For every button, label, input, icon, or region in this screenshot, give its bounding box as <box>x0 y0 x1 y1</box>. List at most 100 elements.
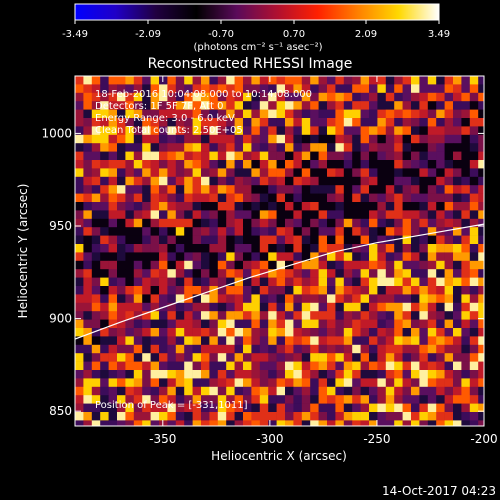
heatmap-cell <box>276 412 286 421</box>
heatmap-cell <box>201 336 210 346</box>
heatmap-cell <box>83 76 93 85</box>
heatmap-cell <box>318 151 328 161</box>
heatmap-cell <box>285 353 294 362</box>
heatmap-cell <box>276 101 286 110</box>
heatmap-cell <box>159 143 168 152</box>
heatmap-cell <box>427 294 437 304</box>
heatmap-cell <box>108 302 118 312</box>
heatmap-cell <box>293 210 303 220</box>
heatmap-cell <box>385 126 395 136</box>
heatmap-cell <box>268 151 277 161</box>
heatmap-cell <box>385 227 395 236</box>
heatmap-cell <box>427 395 437 404</box>
heatmap-cell <box>175 344 185 354</box>
heatmap-cell <box>411 361 420 371</box>
heatmap-cell <box>184 143 193 152</box>
heatmap-cell <box>310 244 319 253</box>
heatmap-cell <box>343 286 353 295</box>
heatmap-cell <box>318 302 328 312</box>
heatmap-cell <box>91 76 101 85</box>
annotation-time-range: 18-Feb-2016 10:04:08.000 to 10:14:08.000 <box>95 89 312 100</box>
heatmap-cell <box>461 311 471 320</box>
heatmap-cell <box>142 319 151 329</box>
heatmap-cell <box>301 269 311 278</box>
heatmap-cell <box>478 151 484 161</box>
heatmap-cell <box>385 185 395 194</box>
heatmap-cell <box>150 176 160 186</box>
heatmap-cell <box>377 76 387 85</box>
heatmap-cell <box>369 160 378 169</box>
heatmap-cell <box>142 109 151 119</box>
heatmap-cell <box>175 277 185 287</box>
heatmap-cell <box>268 395 277 404</box>
heatmap-cell <box>394 109 403 119</box>
heatmap-cell <box>159 193 168 203</box>
heatmap-cell <box>217 202 227 211</box>
heatmap-cell <box>453 126 462 136</box>
heatmap-cell <box>201 311 210 320</box>
heatmap-cell <box>411 118 420 127</box>
heatmap-cell <box>234 176 244 186</box>
heatmap-cell <box>394 92 403 102</box>
heatmap-cell <box>251 344 261 354</box>
heatmap-cell <box>411 151 420 161</box>
heatmap-cell <box>117 76 126 85</box>
heatmap-cell <box>343 227 353 236</box>
heatmap-cell <box>217 252 227 262</box>
heatmap-cell <box>411 252 420 262</box>
heatmap-cell <box>411 126 420 136</box>
heatmap-cell <box>369 84 378 94</box>
heatmap-cell <box>360 210 370 220</box>
heatmap-cell <box>91 378 101 388</box>
heatmap-cell <box>293 118 303 127</box>
heatmap-cell <box>217 143 227 152</box>
heatmap-cell <box>301 160 311 169</box>
heatmap-cell <box>293 227 303 236</box>
heatmap-cell <box>427 76 437 85</box>
heatmap-cell <box>385 420 395 426</box>
heatmap-cell <box>301 168 311 178</box>
heatmap-cell <box>192 227 202 236</box>
heatmap-cell <box>268 134 277 144</box>
heatmap-cell <box>226 328 235 337</box>
heatmap-cell <box>343 143 353 152</box>
heatmap-cell <box>243 403 252 413</box>
heatmap-cell <box>285 151 294 161</box>
heatmap-cell <box>394 193 403 203</box>
heatmap-cell <box>343 395 353 404</box>
heatmap-cell <box>75 319 84 329</box>
heatmap-cell <box>453 218 462 228</box>
heatmap-cell <box>318 319 328 329</box>
heatmap-cell <box>75 386 84 396</box>
heatmap-cell <box>175 403 185 413</box>
heatmap-cell <box>335 328 345 337</box>
heatmap-cell <box>377 235 387 245</box>
heatmap-cell <box>310 260 319 270</box>
heatmap-cell <box>184 420 193 426</box>
heatmap-cell <box>108 118 118 127</box>
heatmap-cell <box>100 361 109 371</box>
heatmap-cell <box>83 202 93 211</box>
heatmap-cell <box>209 420 219 426</box>
heatmap-cell <box>394 344 403 354</box>
heatmap-cell <box>83 319 93 329</box>
heatmap-cell <box>167 386 177 396</box>
heatmap-cell <box>83 176 93 186</box>
heatmap-cell <box>192 84 202 94</box>
heatmap-cell <box>142 294 151 304</box>
heatmap-cell <box>377 109 387 119</box>
heatmap-cell <box>150 412 160 421</box>
heatmap-cell <box>125 386 135 396</box>
heatmap-cell <box>469 218 479 228</box>
heatmap-cell <box>150 302 160 312</box>
heatmap-cell <box>209 370 219 379</box>
heatmap-cell <box>444 210 454 220</box>
heatmap-cell <box>167 176 177 186</box>
heatmap-cell <box>117 294 126 304</box>
heatmap-cell <box>343 160 353 169</box>
heatmap-cell <box>385 210 395 220</box>
heatmap-cell <box>125 118 135 127</box>
heatmap-cell <box>108 151 118 161</box>
heatmap-cell <box>192 210 202 220</box>
heatmap-cell <box>117 370 126 379</box>
